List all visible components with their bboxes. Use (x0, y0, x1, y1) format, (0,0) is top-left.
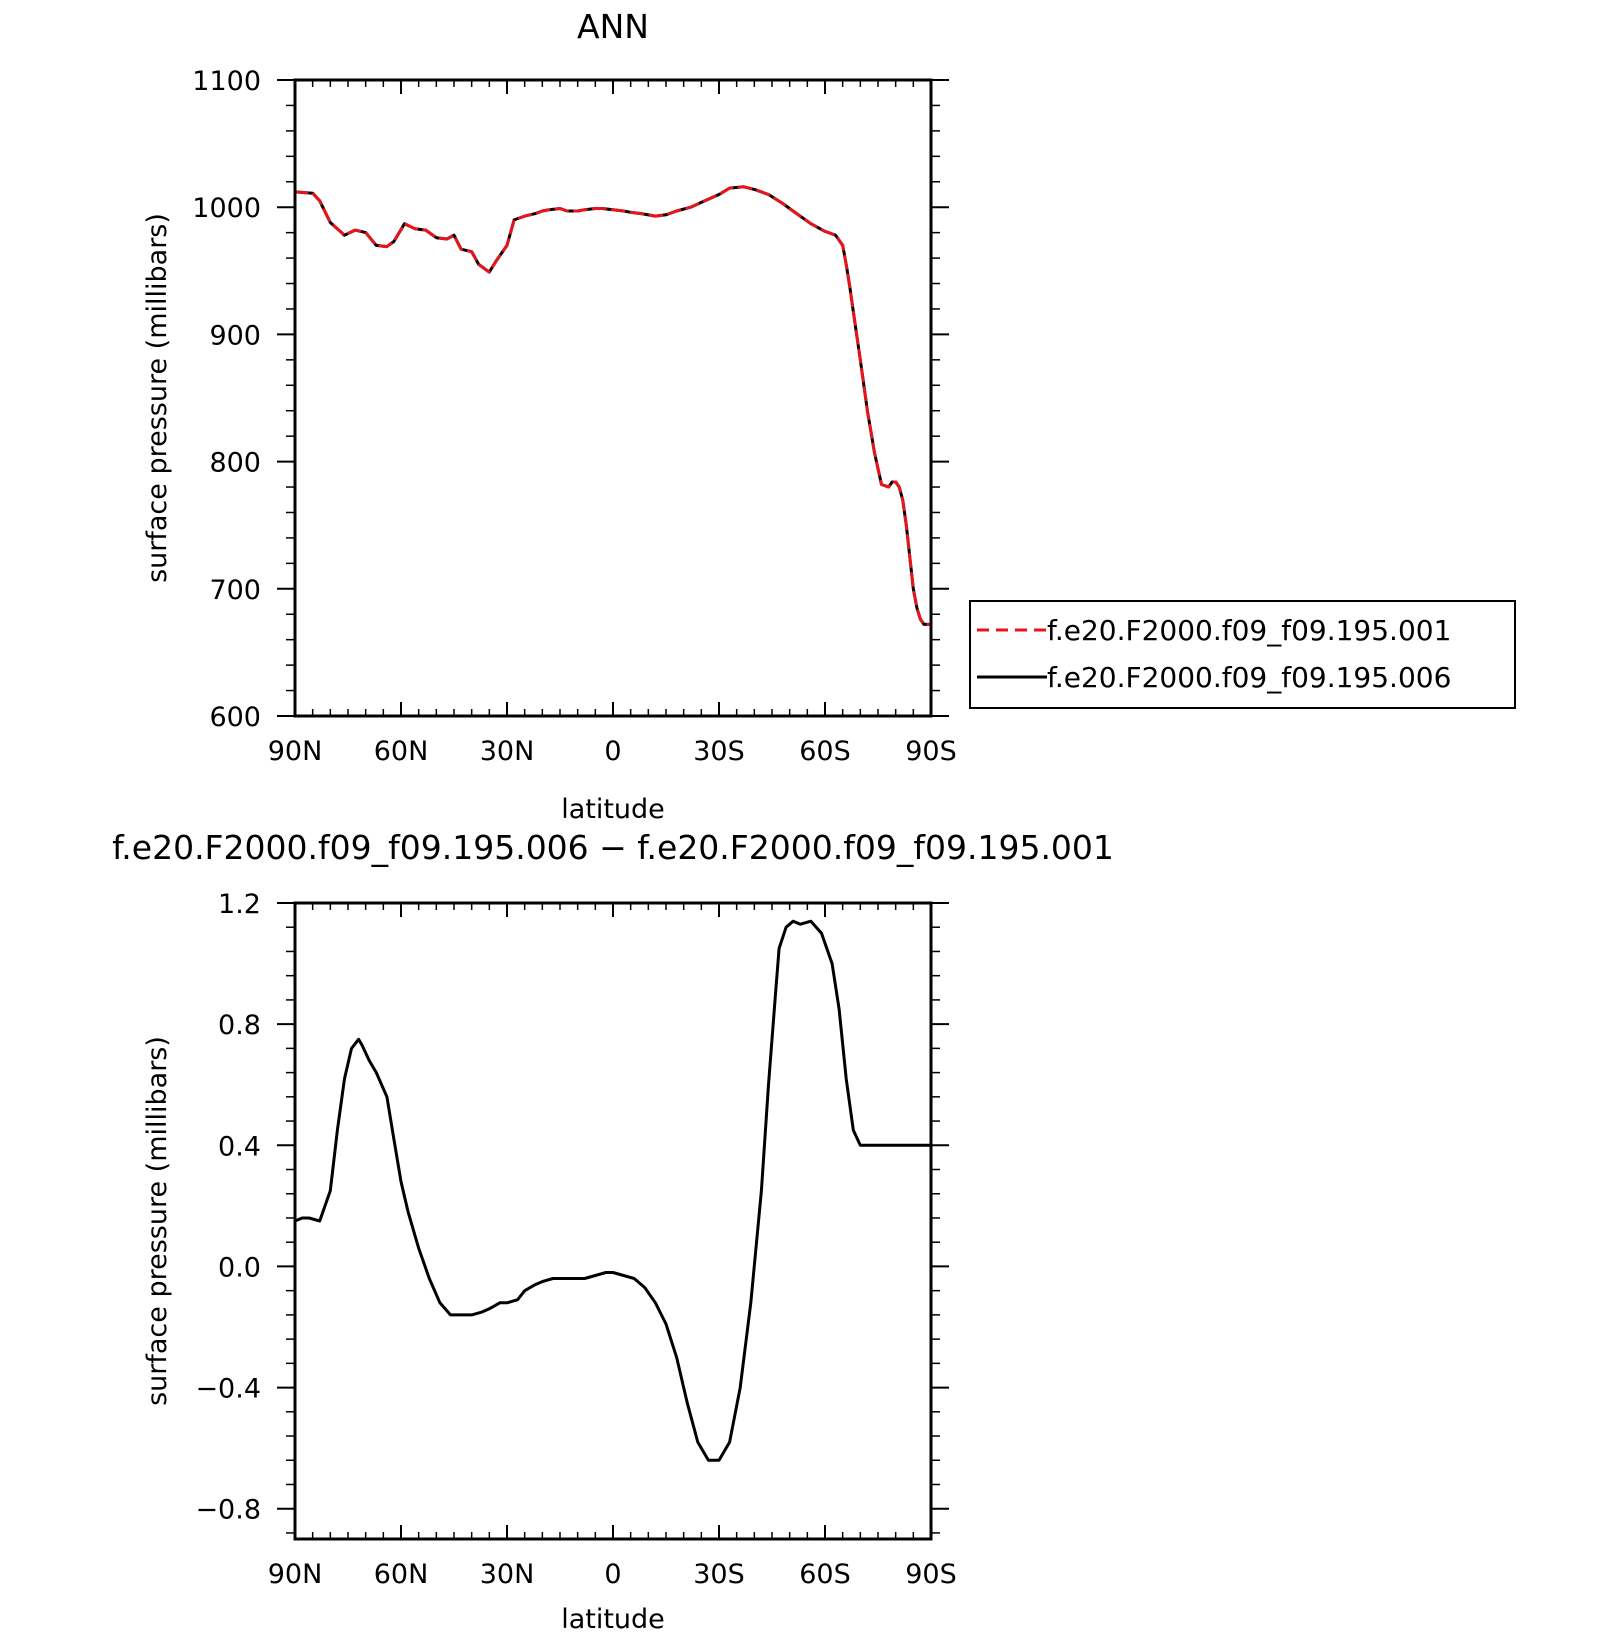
bottom-chart-xtick-label: 30N (480, 1559, 535, 1590)
bottom-chart-ticks: 90N 60N 30N 0 30S 60S 90S −0.8 −0.4 0.0 0.4 0.8 1.2 (195, 889, 956, 1590)
top-chart-ytick-label: 1000 (192, 193, 261, 224)
legend-label-series-2: f.e20.F2000.f09_f09.195.006 (1047, 661, 1451, 694)
top-chart-ylabel: surface pressure (millibars) (142, 213, 173, 583)
top-chart-xlabel: latitude (561, 794, 665, 825)
top-chart-ticks: 90N 60N 30N 0 30S 60S 90S 600 700 800 900 1000 1100 (192, 66, 956, 767)
top-chart-series-layer (295, 185, 931, 626)
bottom-chart-xlabel: latitude (561, 1604, 665, 1635)
bottom-chart-series-layer (295, 919, 931, 1462)
bottom-chart-ytick-label: 1.2 (218, 889, 261, 920)
bottom-chart-title: f.e20.F2000.f09_f09.195.006 − f.e20.F200… (112, 828, 1114, 867)
bottom-chart-xtick-label: 0 (604, 1559, 621, 1590)
top-chart-xtick-label: 60S (799, 736, 851, 767)
top-chart-series-line-2 (295, 185, 931, 626)
bottom-chart-frame (293, 901, 933, 1541)
top-chart-xtick-label: 30S (693, 736, 745, 767)
bottom-chart-series-line-1 (295, 919, 931, 1462)
bottom-chart-xtick-label: 60S (799, 1559, 851, 1590)
bottom-chart-ytick-label: −0.8 (195, 1495, 261, 1526)
legend-box (969, 600, 1516, 709)
top-chart: ANN 90N 60N 30N 0 30S 60S 90S 600 700 800 900 1000 1… (142, 7, 957, 825)
top-chart-title: ANN (577, 7, 649, 46)
bottom-chart-xtick-label: 90S (905, 1559, 957, 1590)
top-chart-ytick-label: 700 (209, 575, 261, 606)
bottom-chart-ytick-label: 0.4 (218, 1131, 261, 1162)
top-chart-series-line-1 (295, 185, 931, 626)
bottom-chart-ylabel: surface pressure (millibars) (142, 1036, 173, 1406)
legend-label-series-1: f.e20.F2000.f09_f09.195.001 (1047, 614, 1451, 647)
top-chart-ytick-label: 800 (209, 448, 261, 479)
top-chart-xtick-label: 30N (480, 736, 535, 767)
bottom-chart-ytick-label: 0.0 (218, 1252, 261, 1283)
legend: f.e20.F2000.f09_f09.195.001 f.e20.F2000.… (969, 600, 1516, 709)
top-chart-xtick-label: 90N (268, 736, 323, 767)
top-chart-ytick-label: 600 (209, 702, 261, 733)
bottom-chart-ytick-label: −0.4 (195, 1374, 261, 1405)
bottom-chart-ytick-label: 0.8 (218, 1010, 261, 1041)
bottom-chart-xtick-label: 90N (268, 1559, 323, 1590)
bottom-chart: f.e20.F2000.f09_f09.195.006 − f.e20.F200… (112, 828, 1114, 1635)
top-chart-xtick-label: 60N (374, 736, 429, 767)
bottom-chart-xtick-label: 30S (693, 1559, 745, 1590)
bottom-chart-xtick-label: 60N (374, 1559, 429, 1590)
top-chart-ytick-label: 900 (209, 320, 261, 351)
top-chart-ytick-label: 1100 (192, 66, 261, 97)
top-chart-xtick-label: 0 (604, 736, 621, 767)
top-chart-frame (293, 78, 933, 718)
top-chart-xtick-label: 90S (905, 736, 957, 767)
